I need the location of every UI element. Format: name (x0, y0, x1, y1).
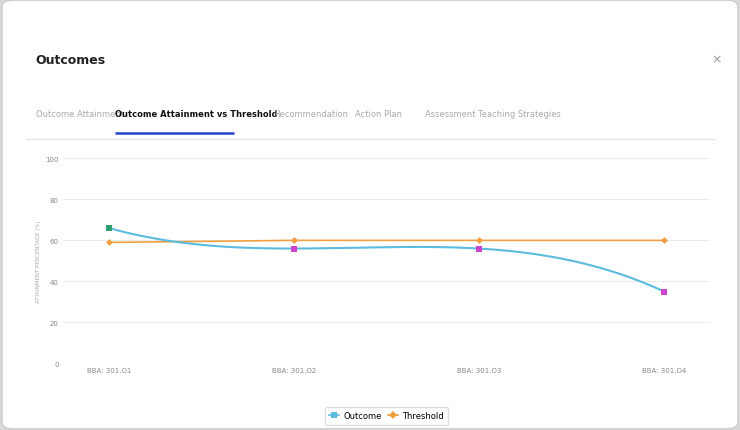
Text: Action Plan: Action Plan (355, 110, 403, 118)
Text: Outcome Attainment vs Threshold: Outcome Attainment vs Threshold (115, 110, 278, 118)
Text: ×: × (711, 54, 722, 67)
Text: Assessment Teaching Strategies: Assessment Teaching Strategies (425, 110, 562, 118)
Y-axis label: ATTAINMENT PERCENTAGE (%): ATTAINMENT PERCENTAGE (%) (36, 220, 41, 302)
Text: Outcomes: Outcomes (36, 54, 106, 67)
Legend: Outcome, Threshold: Outcome, Threshold (325, 407, 448, 424)
Text: Outcome Attainment: Outcome Attainment (36, 110, 124, 118)
Text: Recommendation: Recommendation (274, 110, 348, 118)
